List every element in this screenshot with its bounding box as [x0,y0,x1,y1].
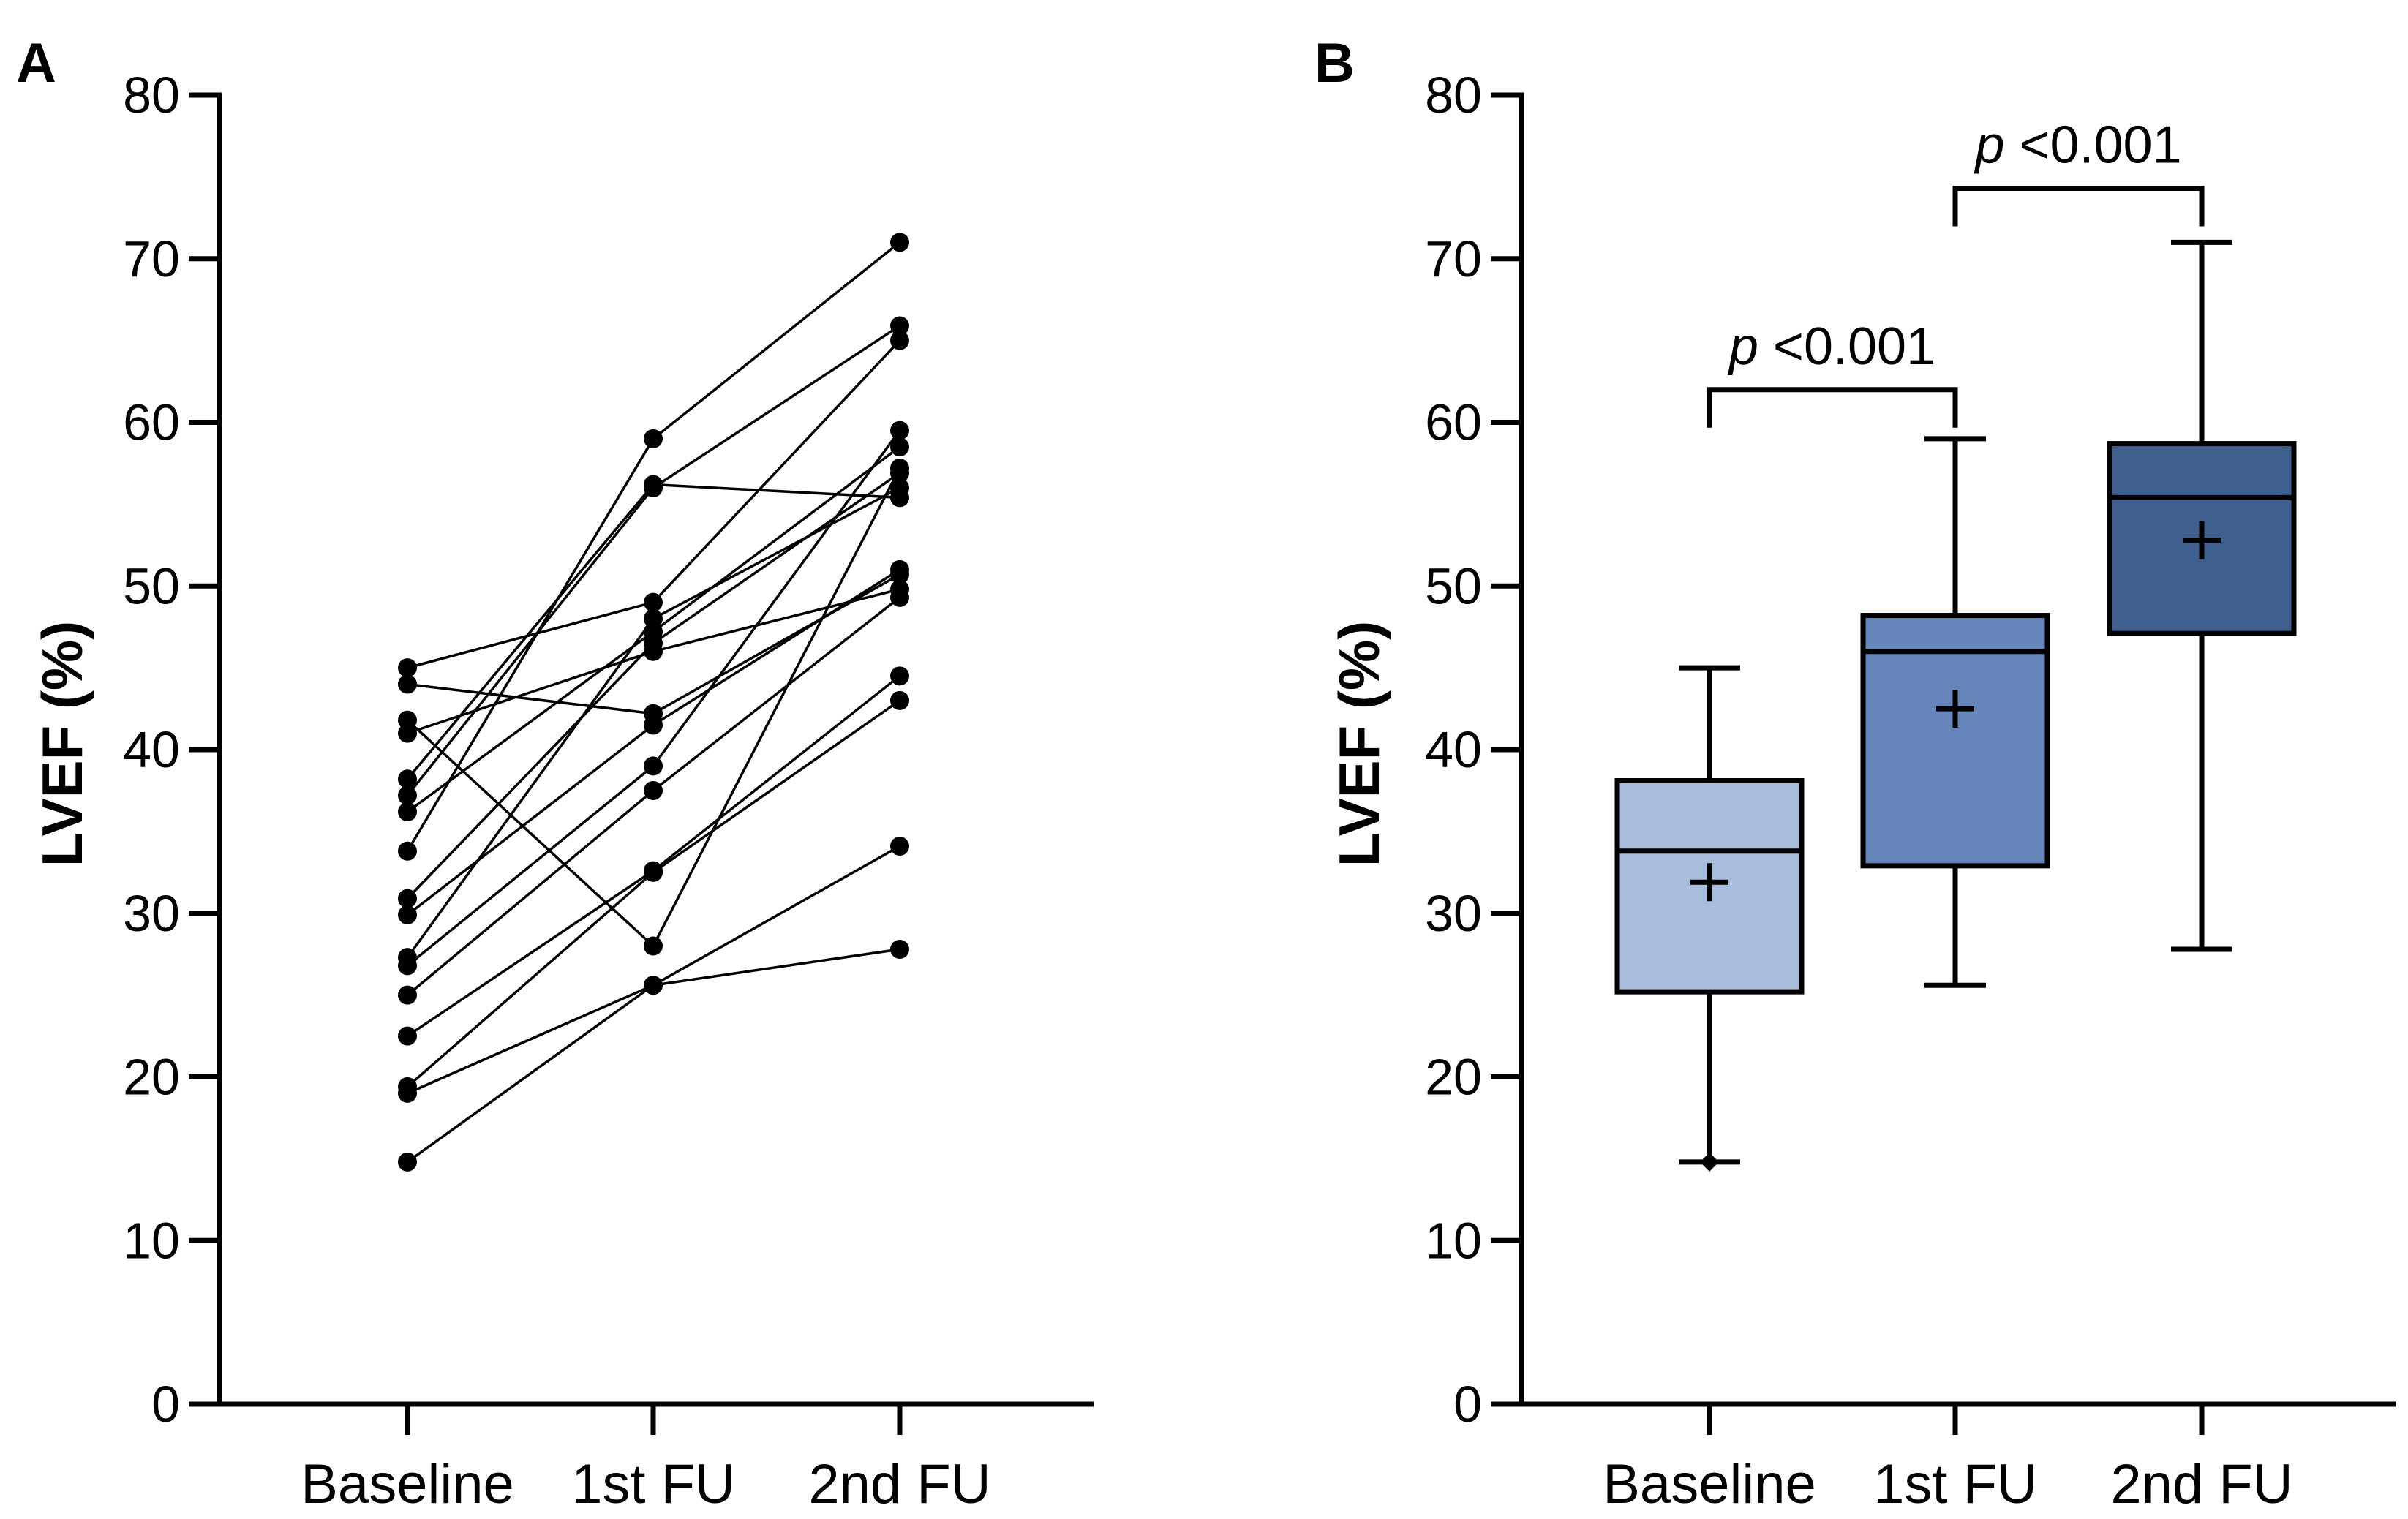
panel-a-y-tick-label: 10 [123,1212,180,1269]
data-point [644,478,663,497]
panel-b-x-category-label: Baseline [1603,1453,1816,1515]
data-point [398,956,417,976]
box-2nd-fu [2107,239,2297,952]
data-point [398,723,417,743]
data-point [644,936,663,956]
data-point [890,666,909,686]
panel-a-y-tick-label: 80 [123,67,180,124]
data-point [890,316,909,336]
panel-a-y-tick-label: 40 [123,721,180,778]
bracket-line [1707,387,1958,428]
panel-b-y-axis-title: LVEF (%) [1327,621,1391,867]
significance-bracket: p <0.001 [1707,317,1958,428]
data-point [890,837,909,856]
box-1st-fu [1860,436,2050,988]
data-point [398,905,417,924]
data-point [644,756,663,776]
data-point [398,889,417,908]
data-point [890,463,909,483]
data-point [398,841,417,861]
data-point [890,939,909,959]
panel-a-subject-lines [406,241,901,1164]
panel-b-y-tick-label: 40 [1425,721,1482,778]
data-point [644,633,663,653]
data-point [644,429,663,448]
data-point [398,769,417,789]
panel-a-y-tick-label: 0 [151,1376,180,1433]
data-point [398,1152,417,1172]
p-value-label: p <0.001 [1728,317,1935,376]
panel-a-axes [217,92,1094,1407]
p-value-text: <0.001 [2004,116,2181,175]
data-point [644,592,663,612]
p-symbol: p [1728,317,1758,376]
box-baseline [1614,665,1805,1172]
panel-b-y-tick-label: 20 [1425,1049,1482,1106]
outlier-point [1700,1152,1719,1172]
data-point [644,976,663,995]
p-value-text: <0.001 [1758,317,1935,376]
panel-a-y-axis-title: LVEF (%) [30,621,94,867]
data-point [644,715,663,735]
panel-a-y-tick-label: 50 [123,557,180,614]
panel-b-y-axis-ticks: 0 10 20 30 40 50 60 70 80 [1425,67,1521,1433]
subject-line [406,472,900,900]
data-point [890,233,909,252]
panel-a-x-category-label: 1st FU [571,1453,735,1515]
panel-a-y-tick-label: 60 [123,394,180,451]
panel-a-x-category-label: 2nd FU [808,1453,990,1515]
panel-b-x-axis-categories: Baseline 1st FU 2nd FU [1603,1404,2293,1515]
p-value-label: p <0.001 [1974,116,2181,175]
data-point [890,587,909,607]
iqr-box [1614,778,1805,995]
panel-b-y-tick-label: 70 [1425,230,1482,287]
bracket-line [1952,186,2205,227]
panel-a-x-category-label: Baseline [301,1453,514,1515]
data-point [398,710,417,730]
data-point [890,421,909,440]
data-point [398,985,417,1005]
data-point [890,331,909,350]
panel-b-axes [1519,92,2396,1407]
data-point [890,690,909,710]
panel-a-y-tick-label: 70 [123,230,180,287]
data-point [644,862,663,882]
subject-line [407,845,900,1095]
data-point [890,437,909,457]
panel-a: A 0 10 20 30 40 50 60 70 80 Baseline 1st FU 2nd FU… [16,32,1094,1515]
panel-a-x-axis-categories: Baseline 1st FU 2nd FU [301,1404,991,1515]
panel-a-y-axis-ticks: 0 10 20 30 40 50 60 70 80 [123,67,219,1433]
panel-b-y-tick-label: 30 [1425,885,1482,942]
panel-b-boxes [1614,239,2297,1172]
p-symbol: p [1974,116,2004,175]
panel-b-x-category-label: 1st FU [1873,1453,2037,1515]
panel-a-y-tick-label: 20 [123,1049,180,1106]
data-point [398,802,417,822]
panel-b-y-tick-label: 10 [1425,1212,1482,1269]
panel-b-x-category-label: 2nd FU [2110,1453,2292,1515]
data-point [890,478,909,497]
panel-b-y-tick-label: 50 [1425,557,1482,614]
subject-line [406,429,901,967]
panel-b: B 0 10 20 30 40 50 60 70 80 Baseline 1st FU 2nd FU… [1314,32,2396,1515]
significance-bracket: p <0.001 [1952,116,2205,227]
data-point [398,785,417,805]
data-point [398,1083,417,1103]
data-point [890,559,909,579]
panel-a-letter: A [16,32,56,94]
panel-a-y-tick-label: 30 [123,885,180,942]
panel-b-y-tick-label: 60 [1425,394,1482,451]
panel-b-y-tick-label: 80 [1425,67,1482,124]
iqr-box [1860,613,2050,869]
panel-a-points [398,233,909,1172]
data-point [398,1026,417,1046]
panel-b-letter: B [1314,32,1355,94]
panel-b-y-tick-label: 0 [1453,1376,1482,1433]
data-point [398,658,417,678]
data-point [398,674,417,694]
data-point [644,780,663,800]
data-point [644,609,663,628]
